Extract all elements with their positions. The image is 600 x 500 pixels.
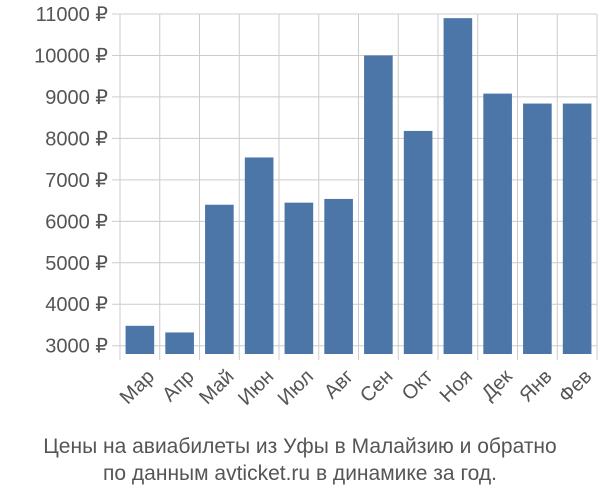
y-tick-label: 8000 ₽ (45, 128, 108, 150)
x-tick-label: Апр (158, 366, 199, 407)
bar-2 (165, 332, 194, 354)
x-tick-label: Дек (478, 365, 517, 404)
y-tick-label: 9000 ₽ (45, 87, 108, 109)
y-tick-label: 11000 ₽ (36, 4, 109, 26)
x-tick-label: Май (195, 366, 238, 409)
bar-8 (403, 130, 433, 354)
y-tick-label: 4000 ₽ (45, 294, 108, 316)
bar-chart: 3000 ₽ 4000 ₽ 5000 ₽ 6000 ₽ 7000 ₽ 8000 ₽ 9000… (34, 4, 598, 410)
x-tick-label: Фев (555, 366, 597, 408)
x-tick-label: Мар (116, 366, 159, 409)
bar-1 (125, 325, 155, 354)
chart-caption-line-1: Цены на авиабилеты из Уфы в Малайзию и о… (43, 435, 557, 458)
bar-5 (284, 202, 314, 354)
bar-10 (483, 93, 512, 355)
bar-12 (562, 103, 592, 354)
grid-lines (112, 13, 598, 360)
bar-6 (324, 198, 353, 354)
chart-caption-line-2: по данным avticket.ru в динамике за год. (103, 462, 497, 485)
y-tick-label: 7000 ₽ (45, 170, 108, 192)
y-axis-tick-labels: 3000 ₽ 4000 ₽ 5000 ₽ 6000 ₽ 7000 ₽ 8000 ₽ 9000… (34, 4, 108, 358)
y-tick-label: 5000 ₽ (45, 253, 108, 275)
bar-4 (244, 157, 274, 354)
x-tick-label: Июл (274, 366, 318, 410)
x-tick-label: Июн (234, 366, 278, 410)
y-tick-label: 10000 ₽ (34, 45, 108, 67)
bars (125, 18, 592, 355)
y-tick-label: 3000 ₽ (45, 336, 108, 358)
bar-11 (523, 103, 552, 354)
x-tick-label: Янв (515, 366, 556, 407)
y-tick-label: 6000 ₽ (45, 211, 108, 233)
x-tick-label: Сен (356, 366, 397, 407)
x-tick-label: Ноя (436, 366, 477, 407)
bar-3 (205, 204, 234, 354)
bar-9 (443, 18, 473, 355)
x-tick-label: Окт (398, 366, 437, 405)
x-tick-label: Авг (320, 366, 358, 404)
bar-7 (364, 55, 393, 355)
